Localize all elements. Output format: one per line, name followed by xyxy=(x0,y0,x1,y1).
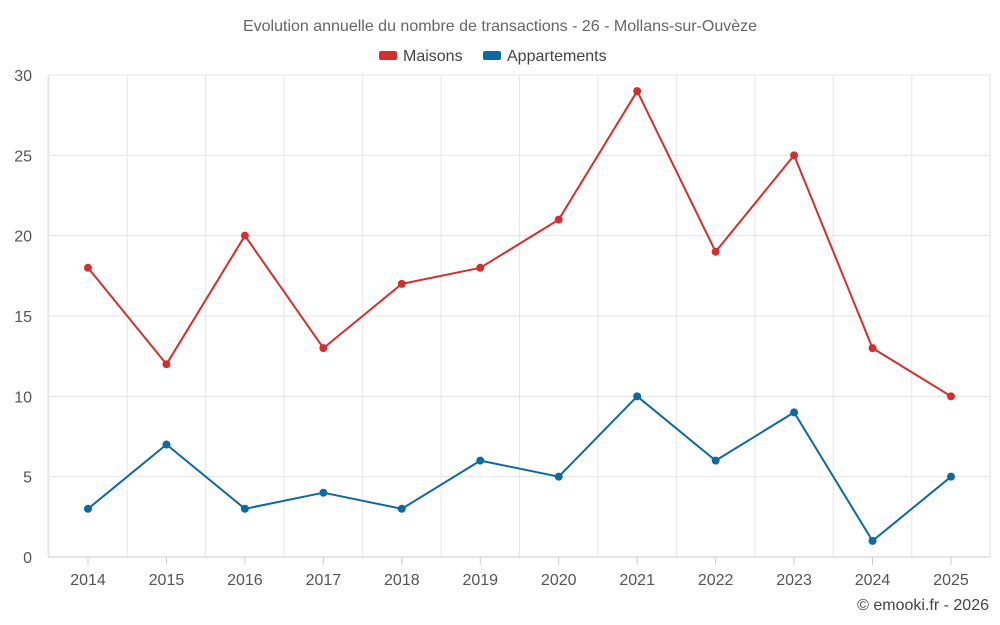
x-tick-label: 2017 xyxy=(306,572,342,589)
y-tick-label: 10 xyxy=(14,389,32,406)
x-tick-label: 2016 xyxy=(227,572,263,589)
data-point-appartements-2024[interactable] xyxy=(868,536,877,545)
legend-item-appartements[interactable]: Appartements xyxy=(483,48,607,65)
data-point-maisons-2020[interactable] xyxy=(554,215,563,224)
series-appartements xyxy=(84,392,955,545)
series-layer xyxy=(84,87,955,545)
data-point-maisons-2024[interactable] xyxy=(868,344,877,353)
data-point-maisons-2016[interactable] xyxy=(240,231,249,240)
x-tick-label: 2020 xyxy=(541,572,577,589)
series-line-maisons xyxy=(87,90,952,398)
y-tick-label: 15 xyxy=(14,309,32,326)
data-point-appartements-2018[interactable] xyxy=(397,504,406,513)
data-point-appartements-2022[interactable] xyxy=(711,456,720,465)
x-tick-label: 2018 xyxy=(384,572,420,589)
data-point-maisons-2021[interactable] xyxy=(633,87,642,96)
y-tick-label: 0 xyxy=(23,550,32,567)
x-tick-label: 2024 xyxy=(855,572,891,589)
data-point-maisons-2017[interactable] xyxy=(319,344,328,353)
legend-label-maisons: Maisons xyxy=(403,48,463,65)
y-tick-label: 20 xyxy=(14,229,32,246)
legend-swatch-maisons xyxy=(379,51,397,60)
data-point-maisons-2022[interactable] xyxy=(711,247,720,256)
data-point-appartements-2025[interactable] xyxy=(947,472,955,481)
legend[interactable]: Maisons Appartements xyxy=(379,48,607,65)
y-tick-label: 5 xyxy=(23,470,32,487)
x-tick-label: 2025 xyxy=(933,572,969,589)
data-point-maisons-2025[interactable] xyxy=(947,392,955,401)
series-maisons xyxy=(84,87,955,401)
x-tick-label: 2015 xyxy=(149,572,185,589)
data-point-maisons-2019[interactable] xyxy=(476,263,485,272)
x-tick-label: 2021 xyxy=(619,572,655,589)
series-line-appartements xyxy=(87,395,952,542)
x-tick-label: 2023 xyxy=(776,572,812,589)
data-point-maisons-2014[interactable] xyxy=(84,263,92,272)
data-point-appartements-2016[interactable] xyxy=(240,504,249,513)
data-point-appartements-2017[interactable] xyxy=(319,488,328,497)
legend-item-maisons[interactable]: Maisons xyxy=(379,48,463,65)
x-tick-label: 2022 xyxy=(698,572,734,589)
y-tick-label: 25 xyxy=(14,148,32,165)
chart-title: Evolution annuelle du nombre de transact… xyxy=(243,18,757,35)
credit-text: © emooki.fr - 2026 xyxy=(857,597,989,614)
legend-label-appartements: Appartements xyxy=(507,48,607,65)
x-tick-label: 2019 xyxy=(462,572,498,589)
data-point-appartements-2019[interactable] xyxy=(476,456,485,465)
data-point-maisons-2023[interactable] xyxy=(790,151,799,160)
data-point-appartements-2020[interactable] xyxy=(554,472,563,481)
data-point-maisons-2018[interactable] xyxy=(397,279,406,288)
x-gridlines xyxy=(47,75,991,557)
y-axis-ticks: 0 5 10 15 20 25 30 xyxy=(14,68,32,567)
data-point-appartements-2014[interactable] xyxy=(84,504,92,513)
legend-swatch-appartements xyxy=(483,51,501,60)
data-point-appartements-2015[interactable] xyxy=(162,440,171,449)
data-point-maisons-2015[interactable] xyxy=(162,360,171,369)
x-axis-ticks: 2014 2015 2016 2017 2018 2019 2020 2021 2022 2023… xyxy=(70,557,969,589)
y-tick-label: 30 xyxy=(14,68,32,85)
x-tick-label: 2014 xyxy=(70,572,106,589)
data-point-appartements-2023[interactable] xyxy=(790,408,799,417)
data-point-appartements-2021[interactable] xyxy=(633,392,642,401)
